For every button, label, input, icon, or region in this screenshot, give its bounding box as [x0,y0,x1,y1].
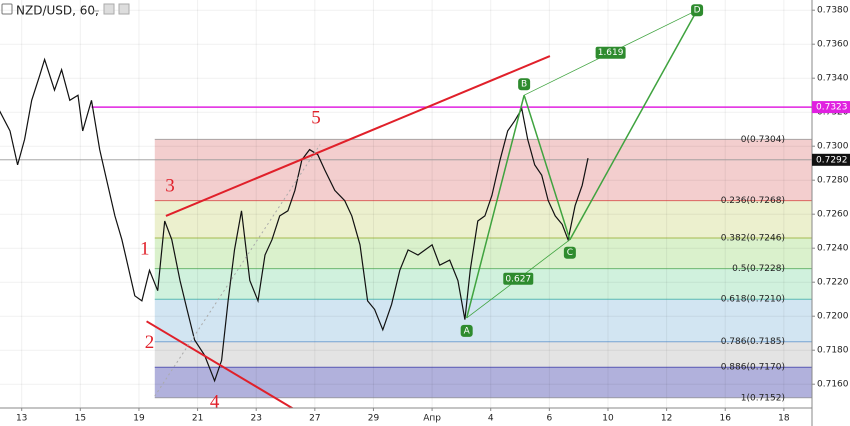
fib-label: 0.786(0.7185) [721,337,785,347]
y-tick-label: 0.7220 [817,278,849,288]
x-tick-label: Апр [423,414,441,424]
price-tag-label: 0.7292 [816,155,848,165]
pattern-leg [569,9,698,241]
wave-label: 3 [165,175,175,196]
fib-label: 0.618(0.7210) [721,295,785,305]
fib-label: 0.886(0.7170) [721,363,785,373]
symbol-icon[interactable] [1,3,13,15]
x-tick-label: 6 [546,414,552,424]
y-tick-label: 0.7340 [817,74,849,84]
fib-label: 0(0.7304) [741,135,785,145]
x-tick-label: 27 [309,414,320,424]
x-tick-label: 18 [778,414,790,424]
x-tick-label: 10 [602,414,614,424]
y-tick-label: 0.7280 [817,176,849,186]
price-tag-label: 0.7323 [816,103,848,113]
x-tick-label: 23 [250,414,261,424]
close-button[interactable] [118,3,130,15]
x-tick-label: 19 [133,414,145,424]
pattern-point-label: C [567,248,573,258]
pattern-point-label: D [694,6,701,16]
settings-button[interactable] [103,3,115,15]
y-tick-label: 0.7300 [817,142,849,152]
fib-band [154,200,812,238]
y-tick-label: 0.7380 [817,6,849,16]
x-tick-label: 21 [192,414,203,424]
fib-band [154,299,812,342]
header: NZD/USD, 60, [1,3,130,18]
x-tick-label: 29 [368,414,380,424]
ratio-box [503,272,534,285]
x-tick-label: 4 [488,414,494,424]
ratio-label: 0.627 [505,274,531,284]
x-tick-label: 12 [661,414,672,424]
y-tick-label: 0.7180 [817,346,849,356]
x-tick-label: 16 [720,414,732,424]
y-tick-label: 0.7260 [817,210,849,220]
x-tick-label: 15 [75,414,86,424]
wave-label: 5 [311,107,321,128]
y-tick-label: 0.7360 [817,40,849,50]
fib-label: 0.382(0.7246) [721,234,785,244]
ratio-box [595,46,626,59]
axes: 0.7160 0.7180 0.7200 0.7220 0.7240 0.7260 0.72… [16,6,850,424]
pattern-point-box [563,246,576,259]
chart-title: NZD/USD, 60, [16,4,99,18]
price-tag [812,101,850,114]
fib-band [154,268,812,300]
y-tick-label: 0.7160 [817,380,849,390]
fib-band [154,341,812,368]
pattern-point-label: A [464,326,471,336]
ratio-label: 1.619 [598,48,624,58]
wave-label: 1 [140,238,150,259]
price-line-series [0,57,589,383]
trend-line [165,55,551,217]
fib-band [154,367,812,398]
plot-area: 0(0.7304) 0.236(0.7268) 0.382(0.7246) 0.5(0… [0,0,812,412]
fib-label: 0.5(0.7228) [732,264,785,274]
pattern-point-label: B [521,80,527,90]
y-tick-label: 0.7200 [817,312,849,322]
wave-label: 2 [145,332,155,353]
trend-line [146,320,295,408]
fib-band [154,139,812,201]
wave-label: 4 [210,391,220,412]
pattern-point-box [691,4,704,17]
pattern-leg [523,94,571,240]
y-tick-label: 0.7240 [817,244,849,254]
pattern-point-box [518,78,531,91]
fib-label: 1(0.7152) [741,393,785,403]
pattern-leg [465,95,525,319]
fib-label: 0.236(0.7268) [721,196,785,206]
x-tick-label: 13 [16,414,27,424]
price-tag [812,153,850,166]
pattern-point-box [460,324,473,337]
trend-line [154,144,321,397]
